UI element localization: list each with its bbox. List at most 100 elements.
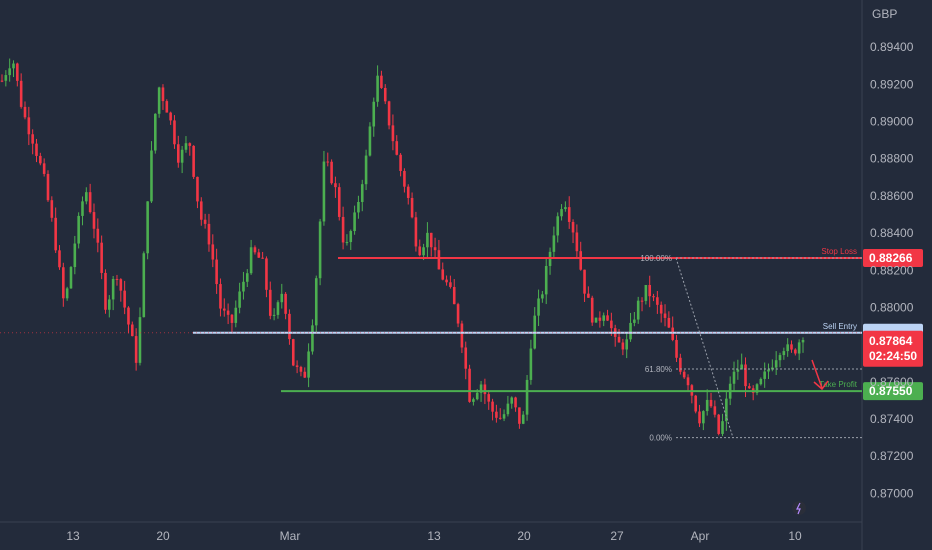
candle-body bbox=[387, 101, 391, 126]
candle-body bbox=[763, 371, 766, 379]
candle-body bbox=[633, 319, 636, 323]
candle-body bbox=[498, 417, 502, 419]
candle-body bbox=[652, 296, 655, 298]
candle-body bbox=[8, 68, 11, 76]
candle-body bbox=[694, 395, 697, 412]
candle-body bbox=[587, 293, 590, 298]
candle-body bbox=[422, 247, 425, 256]
candle-body bbox=[314, 278, 318, 326]
candle-body bbox=[176, 144, 180, 163]
candle-body bbox=[429, 232, 433, 248]
candle-body bbox=[721, 421, 724, 434]
candle-body bbox=[686, 377, 690, 386]
price-tick-label: 0.87600 bbox=[870, 375, 914, 389]
candle-body bbox=[468, 368, 471, 402]
candle-body bbox=[62, 267, 65, 299]
candle-body bbox=[157, 87, 161, 114]
candle-body bbox=[77, 215, 80, 244]
time-tick-label: Apr bbox=[691, 529, 710, 543]
candle-body bbox=[801, 339, 805, 343]
price-tick-label: 0.88600 bbox=[870, 189, 914, 203]
candle-body bbox=[537, 298, 540, 316]
candle-body bbox=[510, 397, 514, 404]
candle-body bbox=[357, 201, 360, 213]
candle-body bbox=[85, 192, 88, 202]
candle-body bbox=[376, 75, 379, 102]
candle-body bbox=[774, 360, 778, 368]
price-tick-label: 0.87000 bbox=[870, 486, 914, 500]
time-axis[interactable]: 13 20 Mar 13 20 27 Apr 10 bbox=[66, 529, 802, 543]
candle-body bbox=[16, 63, 19, 81]
candle-body bbox=[525, 379, 529, 415]
candle-body bbox=[556, 216, 560, 236]
candle-body bbox=[364, 155, 368, 185]
current-price-value: 0.87864 bbox=[869, 334, 913, 348]
candle-body bbox=[472, 399, 475, 402]
take-profit-badge bbox=[863, 382, 923, 401]
time-tick-label: 13 bbox=[427, 529, 441, 543]
candle-body bbox=[740, 364, 743, 370]
candle-body bbox=[222, 308, 226, 311]
candle-body bbox=[131, 324, 134, 337]
fib-trend-line bbox=[675, 257, 734, 438]
candle-body bbox=[92, 212, 96, 229]
candle-body bbox=[161, 87, 165, 102]
candle-body bbox=[65, 288, 69, 299]
candle-body bbox=[360, 184, 364, 202]
candle-body bbox=[414, 217, 418, 247]
candle-body bbox=[284, 293, 287, 314]
candle-body bbox=[31, 134, 34, 144]
candle-body bbox=[12, 63, 15, 69]
arrow-down-icon bbox=[811, 359, 829, 391]
candle-body bbox=[23, 106, 27, 118]
price-tick-label: 0.88000 bbox=[870, 300, 914, 314]
candle-body bbox=[226, 310, 230, 315]
candle-body bbox=[100, 242, 103, 273]
candle-body bbox=[207, 223, 211, 245]
candle-body bbox=[311, 325, 314, 352]
fib-618-label: 61.80% bbox=[645, 365, 672, 374]
price-tick-label: 0.87200 bbox=[870, 449, 914, 463]
candle-body bbox=[479, 384, 483, 393]
candle-body bbox=[767, 369, 770, 372]
candles bbox=[0, 58, 805, 437]
candle-body bbox=[659, 304, 663, 314]
lightning-icon[interactable] bbox=[792, 501, 806, 515]
time-tick-label: 13 bbox=[66, 529, 80, 543]
candle-body bbox=[636, 300, 640, 320]
candle-body bbox=[104, 272, 107, 310]
candle-body bbox=[514, 397, 517, 408]
candle-body bbox=[261, 257, 264, 259]
candle-body bbox=[276, 302, 280, 315]
candle-body bbox=[326, 161, 330, 163]
candle-body bbox=[437, 250, 441, 270]
current-price-badge bbox=[863, 330, 923, 367]
candle-body bbox=[96, 228, 100, 243]
candle-body bbox=[786, 344, 789, 352]
stop-loss-label: Stop Loss bbox=[821, 247, 857, 256]
candle-body bbox=[353, 212, 356, 232]
candle-body bbox=[449, 282, 452, 287]
candle-body bbox=[280, 293, 284, 303]
candle-body bbox=[173, 120, 176, 145]
candle-body bbox=[410, 197, 414, 218]
candle-body bbox=[299, 366, 303, 372]
price-tick-label: 0.89000 bbox=[870, 115, 914, 129]
fib-0-label: 0.00% bbox=[649, 434, 672, 443]
candle-body bbox=[748, 386, 751, 389]
candle-body bbox=[203, 219, 207, 224]
candle-body bbox=[211, 244, 215, 260]
take-profit-badge-text: 0.87550 bbox=[869, 384, 913, 398]
candle-body bbox=[705, 399, 709, 412]
candle-body bbox=[564, 207, 567, 210]
candle-body bbox=[253, 247, 257, 253]
price-tick-label: 0.89200 bbox=[870, 77, 914, 91]
price-axis[interactable]: 0.89400 0.89200 0.89000 0.88800 0.88600 0.884… bbox=[870, 40, 914, 500]
price-tick-label: 0.89400 bbox=[870, 40, 914, 54]
candle-body bbox=[39, 155, 42, 164]
candle-body bbox=[487, 394, 491, 402]
candle-body bbox=[230, 314, 234, 323]
candle-body bbox=[744, 364, 747, 387]
candle-body bbox=[456, 304, 460, 324]
